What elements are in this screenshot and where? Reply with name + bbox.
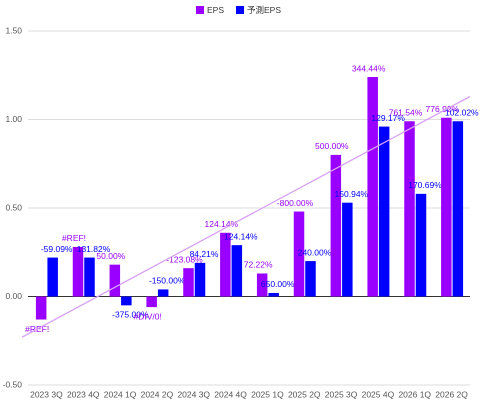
y-tick-label: 1.00 [5,114,22,124]
x-tick-label: 2025 3Q [325,389,358,399]
data-label: 240.00% [298,247,332,257]
bar [256,273,268,297]
x-tick-label: 2025 2Q [288,389,321,399]
bar [330,154,342,297]
data-label: 129.17% [371,113,405,123]
data-label: 761.54% [389,108,423,118]
data-label: 344.44% [352,63,386,73]
x-tick-label: 2026 2Q [435,389,468,399]
data-label: #DIV/0! [133,311,161,321]
bar [157,289,169,297]
y-tick-label: 0.50 [5,202,22,212]
x-tick-label: 2026 1Q [398,389,431,399]
x-tick-label: 2024 3Q [177,389,210,399]
x-tick-label: 2024 2Q [141,389,174,399]
bar [47,257,58,297]
bar [84,257,95,297]
legend-swatch [236,6,245,14]
bar [452,121,464,297]
data-label: #REF! [62,233,86,243]
bar [121,296,132,306]
data-label: 102.02% [445,108,479,118]
x-tick-label: 2023 4Q [67,389,100,399]
legend-swatch [196,6,204,14]
legend-item: EPS [196,5,224,15]
data-label: 500.00% [315,141,349,151]
data-label: 50.00% [96,251,125,261]
data-label: -150.00% [149,276,186,286]
data-label: 84.21% [190,249,219,259]
data-label: 150.94% [335,189,369,199]
bar [367,77,378,297]
legend-label: 予測EPS [247,5,281,15]
bar [194,262,206,297]
data-label: 650.00% [261,279,295,289]
bar [146,296,157,308]
bar [415,193,427,297]
data-label: -59.09% [41,244,73,254]
x-tick-label: 2024 1Q [104,389,137,399]
x-tick-label: 2024 4Q [214,389,247,399]
bar [404,121,415,297]
data-label: 72.22% [244,260,273,270]
legend-label: EPS [207,5,224,15]
bar [220,232,231,297]
data-label: 776.92% [426,104,460,114]
bar [35,296,47,320]
legend-item: 予測EPS [236,5,281,15]
y-tick-label: 1.50 [5,25,22,35]
x-tick-label: 2023 3Q [30,389,63,399]
data-label: -123.08% [166,254,203,264]
bar [268,292,279,297]
data-label: 124.14% [224,231,258,241]
bar [293,211,305,297]
bar [231,245,243,297]
data-label: -800.00% [277,198,314,208]
x-tick-label: 2025 1Q [251,389,284,399]
bar [183,268,194,297]
bar [441,117,452,297]
y-tick-label: 0.00 [5,291,22,301]
data-label: -375.00% [112,310,149,320]
trendline [21,95,471,338]
data-label: 131.82% [77,244,111,254]
bar [378,126,390,297]
y-tick-label: -0.50 [3,379,23,389]
data-label: 124.14% [205,219,239,229]
bar [305,261,316,297]
x-tick-label: 2025 4Q [362,389,395,399]
bar [109,264,121,297]
bar [342,202,353,297]
data-label: 170.69% [408,180,442,190]
bar [72,246,84,297]
